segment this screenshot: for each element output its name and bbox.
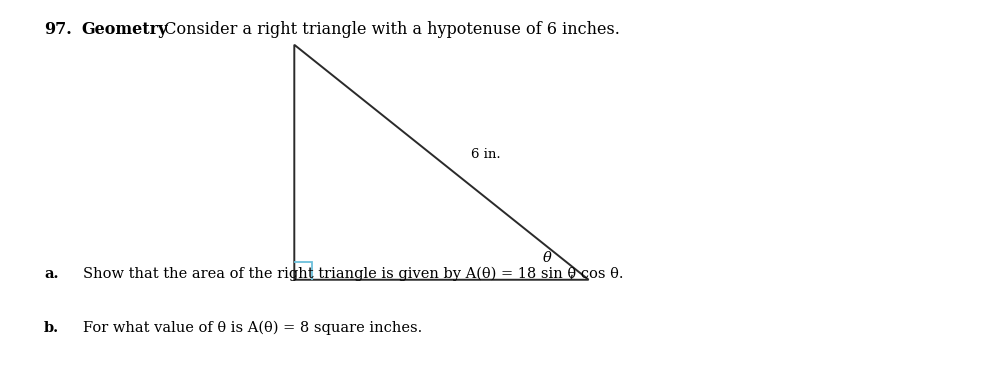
Text: a.: a.	[44, 267, 59, 281]
Text: 6 in.: 6 in.	[471, 148, 500, 161]
Text: Consider a right triangle with a hypotenuse of 6 inches.: Consider a right triangle with a hypoten…	[154, 21, 620, 38]
Text: Geometry: Geometry	[81, 21, 168, 38]
Text: Show that the area of the right triangle is given by A(θ) = 18 sin θ cos θ.: Show that the area of the right triangle…	[83, 267, 624, 281]
Text: 97.: 97.	[44, 21, 72, 38]
Text: For what value of θ is A(θ) = 8 square inches.: For what value of θ is A(θ) = 8 square i…	[83, 321, 423, 335]
Text: θ: θ	[543, 251, 551, 265]
Text: b.: b.	[44, 321, 59, 335]
